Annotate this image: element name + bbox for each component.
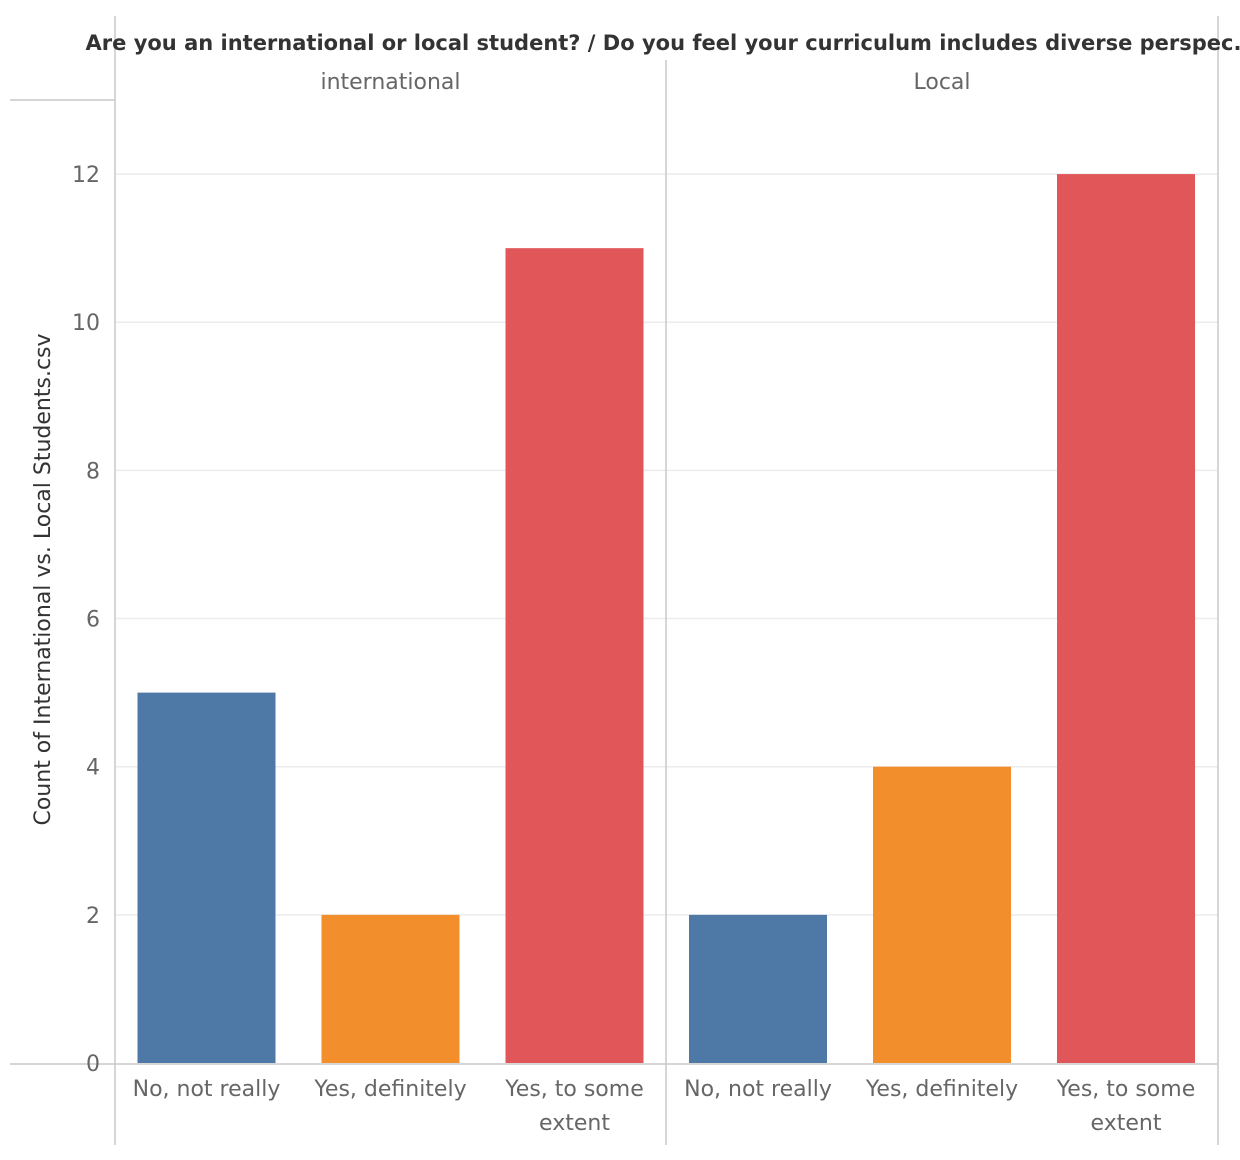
x-category-label-line: extent (539, 1111, 610, 1136)
bar (321, 914, 460, 1063)
x-category-label-line: Yes, definitely (313, 1077, 466, 1102)
y-tick-label: 8 (86, 459, 100, 484)
x-category-label-line: Yes, definitely (865, 1077, 1018, 1102)
panel-label-international: international (320, 70, 460, 95)
x-category-label-line: extent (1091, 1111, 1162, 1136)
y-tick-label: 12 (72, 163, 100, 188)
x-category-label: No, not really (133, 1077, 281, 1102)
bar (689, 914, 827, 1063)
chart-title: Are you an international or local studen… (86, 31, 1240, 55)
x-category-label-line: Yes, to some (1056, 1077, 1195, 1102)
bar (137, 692, 276, 1063)
x-category-label-line: Yes, to some (504, 1077, 643, 1102)
x-category-label-line: No, not really (133, 1077, 281, 1102)
y-tick-label: 0 (86, 1052, 100, 1077)
bar (873, 766, 1011, 1063)
x-category-label: Yes, definitely (313, 1077, 466, 1102)
x-category-label: Yes, to some extent (1056, 1077, 1195, 1136)
bar (505, 248, 644, 1064)
x-category-label: Yes, definitely (865, 1077, 1018, 1102)
y-tick-label: 6 (86, 608, 100, 633)
x-category-label: No, not really (684, 1077, 832, 1102)
y-tick-label: 10 (72, 311, 100, 336)
y-tick-label: 2 (86, 904, 100, 929)
x-category-label-line: No, not really (684, 1077, 832, 1102)
x-category-label: Yes, to some extent (504, 1077, 643, 1136)
y-tick-label: 4 (86, 756, 100, 781)
bar (1057, 174, 1195, 1064)
y-axis-title: Count of International vs. Local Student… (31, 333, 56, 825)
panel-label-local: Local (913, 70, 970, 95)
